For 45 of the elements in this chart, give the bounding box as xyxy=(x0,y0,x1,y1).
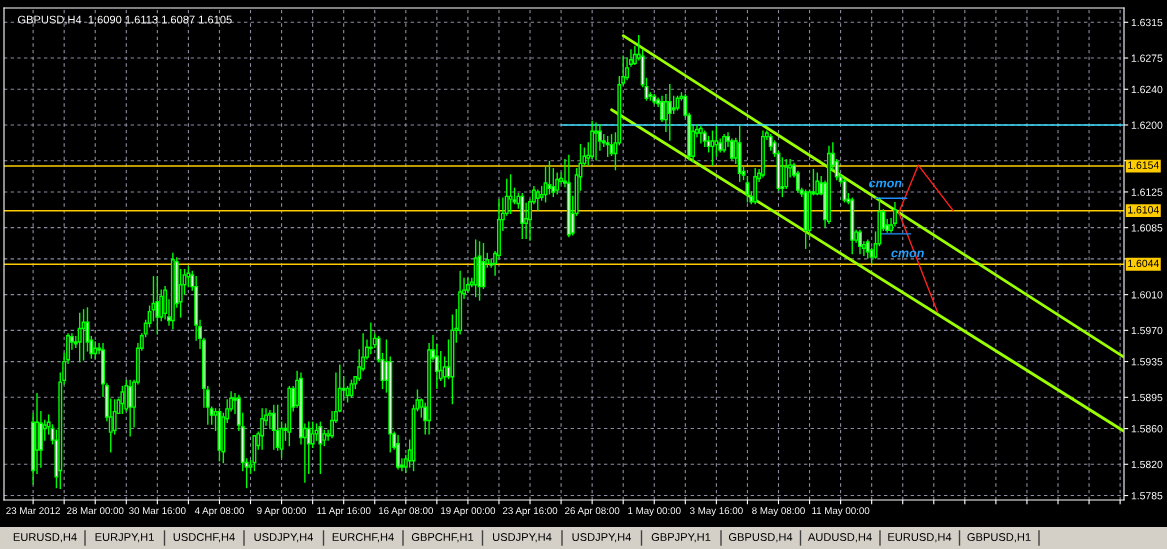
text: EURJPY,H1 xyxy=(95,533,154,543)
x-tick-label: 4 Apr 08:00 xyxy=(194,507,244,517)
text: GBPUSD,H4 xyxy=(728,533,793,543)
y-tick-label: 1.6240 xyxy=(1131,85,1163,94)
x-tick-label: 23 Mar 2012 xyxy=(6,507,60,515)
x-tick-label: 19 Apr 00:00 xyxy=(441,507,496,517)
text: GBPJPY,H1 xyxy=(651,533,711,543)
y-tick-label: 1.6085 xyxy=(1131,224,1163,232)
ref-line-label: 1.6104 xyxy=(1128,206,1159,214)
text: USDJPY,H4 xyxy=(254,533,314,543)
x-tick-label: 11 Apr 16:00 xyxy=(317,507,371,517)
x-tick-label: 28 Mar 00:00 xyxy=(67,507,124,515)
y-tick-label: 1.6125 xyxy=(1131,188,1163,196)
y-tick-label: 1.6010 xyxy=(1131,291,1163,299)
text: AUDUSD,H4 xyxy=(807,533,872,543)
text: USDJPY,H4 xyxy=(572,533,632,543)
y-tick-label: 1.6200 xyxy=(1131,121,1163,129)
x-tick-label: 8 May 08:00 xyxy=(752,507,805,517)
y-tick-label: 1.5935 xyxy=(1131,358,1163,366)
y-tick-label: 1.6275 xyxy=(1131,54,1163,62)
text: EURCHF,H4 xyxy=(332,533,394,543)
ref-line-label: 1.6044 xyxy=(1128,259,1159,268)
y-tick-label: 1.5970 xyxy=(1131,326,1163,335)
x-tick-label: 26 Apr 08:00 xyxy=(565,507,620,517)
y-tick-label: 1.5820 xyxy=(1131,460,1163,469)
x-tick-label: 16 Apr 08:00 xyxy=(378,507,433,517)
y-tick-label: 1.5895 xyxy=(1131,393,1163,402)
annotation: cmon xyxy=(869,180,902,188)
x-tick-label: 9 Apr 00:00 xyxy=(257,507,307,517)
y-tick-label: 1.6315 xyxy=(1131,18,1163,27)
y-tick-label: 1.5785 xyxy=(1131,492,1163,500)
x-tick-label: 30 Mar 16:00 xyxy=(129,507,186,515)
x-tick-label: 3 May 16:00 xyxy=(689,507,743,517)
x-tick-label: 23 Apr 16:00 xyxy=(502,507,558,517)
text: EURUSD,H4 xyxy=(13,533,77,543)
text: GBPCHF,H1 xyxy=(411,533,474,543)
y-tick-label: 1.5860 xyxy=(1131,425,1163,433)
x-tick-label: 1 May 00:00 xyxy=(628,507,681,517)
text: EURUSD,H4 xyxy=(888,533,952,543)
x-tick-label: 11 May 00:00 xyxy=(812,507,870,517)
text: USDCHF,H4 xyxy=(173,533,235,543)
ref-line-label: 1.6154 xyxy=(1128,161,1159,169)
text: USDJPY,H4 xyxy=(493,533,552,543)
text: GBPUSD,H4 1.6090 1.6113 1.6087 1.6105 xyxy=(18,15,232,25)
text: GBPUSD,H1 xyxy=(967,533,1031,543)
